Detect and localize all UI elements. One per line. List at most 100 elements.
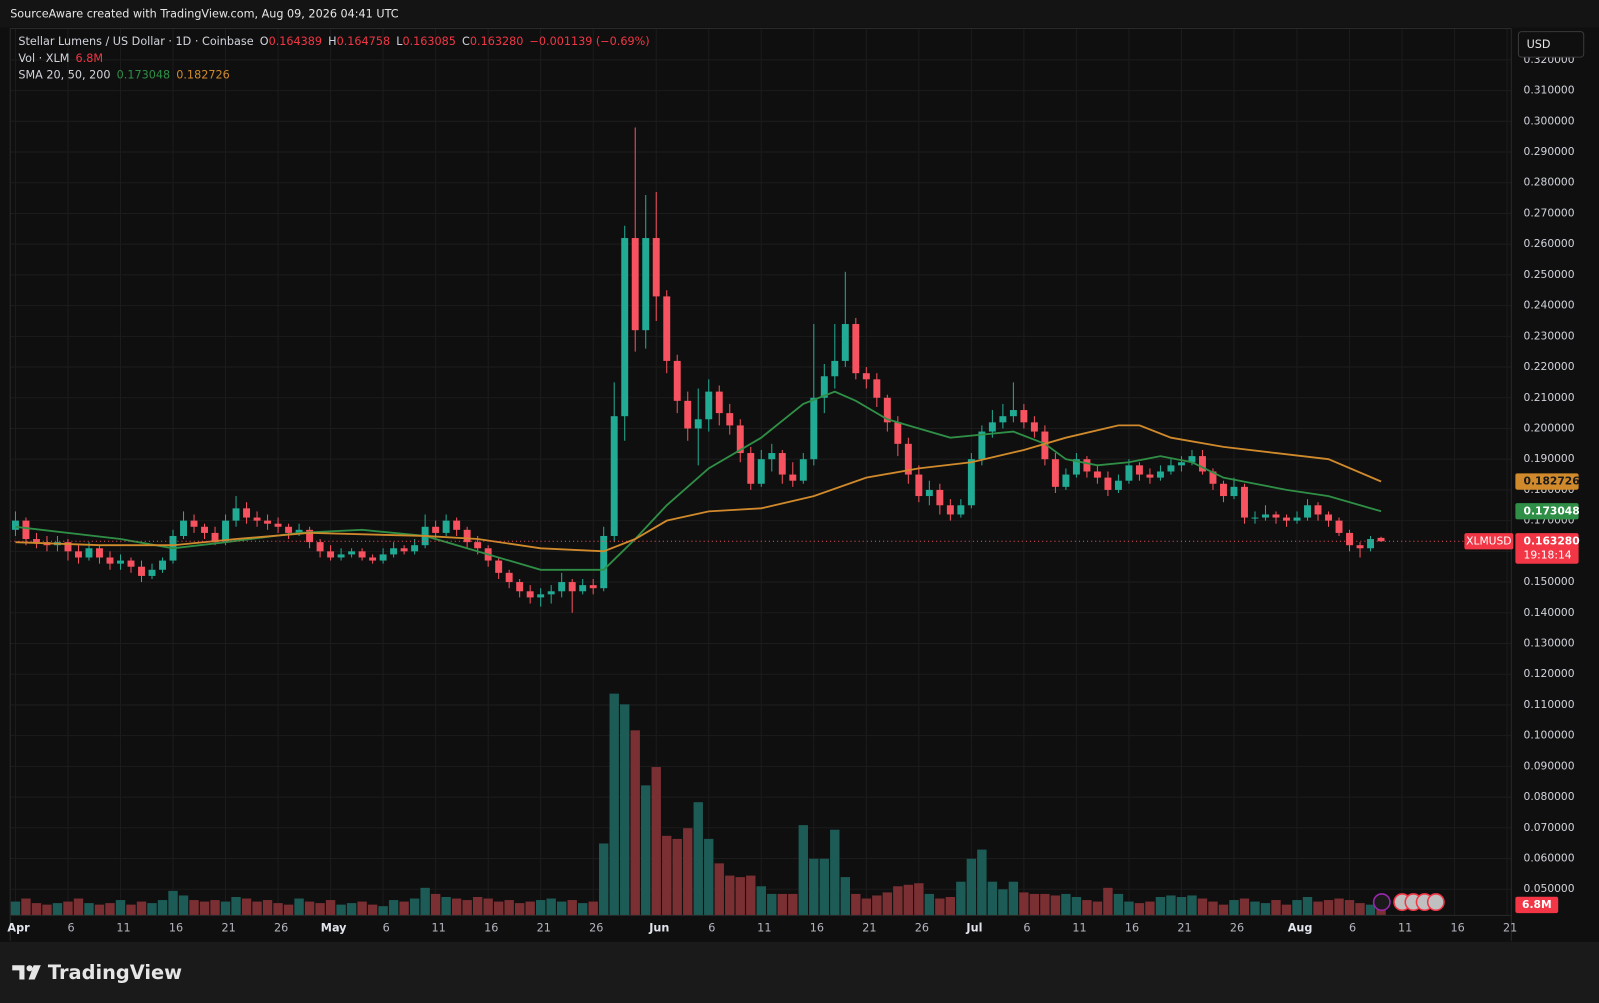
volume-bar	[241, 898, 252, 916]
volume-bar	[977, 849, 987, 916]
x-tick-label: Aug	[1288, 922, 1313, 935]
volume-bar	[609, 693, 619, 916]
x-tick-label: 21	[1503, 922, 1517, 935]
x-tick-label: 26	[274, 922, 288, 935]
volume-bar	[998, 889, 1008, 916]
logo-mark	[12, 965, 25, 980]
x-tick-label: 16	[169, 922, 183, 935]
candle-body	[1314, 505, 1322, 515]
candle-body	[831, 360, 839, 377]
volume-bar	[430, 893, 441, 916]
volume-bar	[987, 881, 998, 916]
candle-body	[400, 548, 408, 552]
volume-bar	[462, 900, 472, 916]
volume-bar	[1355, 903, 1365, 916]
x-tick-label: 11	[432, 922, 446, 935]
candle-body	[222, 520, 230, 543]
volume-bar	[882, 892, 893, 916]
ohlc-value: 0.163085	[402, 35, 455, 48]
volume-bar	[357, 901, 367, 916]
x-tick-label: 11	[1398, 922, 1412, 935]
sma-value: 0.173048	[117, 68, 170, 81]
candle-body	[841, 324, 849, 361]
volume-bar	[914, 883, 924, 916]
candle-body	[358, 551, 366, 558]
volume-bar	[189, 900, 199, 916]
y-tick-label: 0.220000	[1524, 360, 1575, 373]
volume-bar	[388, 900, 399, 916]
candle-body	[873, 379, 881, 398]
volume-bar	[1313, 901, 1323, 916]
volume-bar	[262, 900, 273, 916]
volume-bar	[872, 895, 882, 916]
y-tick-label: 0.230000	[1524, 329, 1575, 342]
logo-mark	[26, 965, 33, 972]
candle-body	[547, 591, 555, 595]
volume-bar	[157, 900, 168, 916]
candle-body	[726, 413, 734, 426]
volume-bar	[105, 903, 115, 916]
y-tick-label: 0.200000	[1524, 421, 1575, 434]
candle-body	[96, 548, 103, 558]
volume-bar	[367, 904, 378, 916]
volume-bar	[777, 893, 787, 916]
ohlc-letter: C	[462, 35, 470, 48]
candle-body	[463, 529, 471, 543]
volume-bar	[10, 901, 21, 916]
volume-bar	[84, 903, 94, 916]
sma-tag	[1515, 473, 1579, 490]
volume-title: Vol · XLM	[18, 52, 69, 65]
volume-bar	[378, 906, 388, 916]
candle-body	[883, 397, 891, 423]
volume-bar	[1124, 901, 1134, 916]
volume-bar	[115, 900, 126, 916]
x-tick-label: 6	[383, 922, 390, 935]
volume-bar	[94, 904, 105, 916]
candle-body	[1241, 486, 1248, 518]
volume-bar	[588, 901, 598, 916]
volume-bar	[147, 903, 157, 916]
candle-body	[610, 416, 618, 536]
x-tick-label: 21	[537, 922, 551, 935]
ticker-tag	[1464, 533, 1514, 550]
candle-body	[306, 529, 314, 543]
candle-body	[75, 551, 82, 558]
volume-bar	[63, 901, 73, 916]
y-tick-label: 0.120000	[1524, 667, 1575, 680]
candle-body	[1335, 520, 1343, 533]
price-tag-label: 0.163280	[1524, 534, 1580, 547]
candle-body	[295, 529, 303, 533]
volume-bar	[767, 893, 777, 916]
y-tick-label: 0.310000	[1524, 84, 1575, 97]
candle-body	[253, 517, 261, 521]
volume-pane	[10, 693, 1386, 916]
volume-bar	[1323, 900, 1334, 916]
volume-bar	[1092, 901, 1103, 916]
event-icons	[1372, 893, 1445, 912]
candle-body	[1209, 471, 1217, 484]
sma-tag	[1515, 503, 1579, 520]
volume-bar	[788, 893, 798, 916]
candle-body	[642, 238, 650, 331]
volume-bar	[1292, 900, 1302, 916]
volume-bar	[851, 893, 861, 916]
candle-body	[411, 545, 419, 552]
volume-bar	[220, 901, 231, 916]
candle-body	[64, 542, 72, 552]
candle-body	[1020, 410, 1028, 423]
candle-body	[138, 566, 145, 576]
candle-body	[285, 526, 293, 533]
y-tick-label: 0.150000	[1524, 575, 1575, 588]
volume-bar	[525, 901, 535, 916]
currency-button[interactable]	[1517, 31, 1585, 58]
candle-body	[1030, 422, 1038, 432]
candle-body	[495, 560, 503, 573]
candle-body	[1083, 459, 1091, 472]
candle-body	[526, 591, 534, 598]
x-tick-label: 21	[862, 922, 876, 935]
volume-bar	[1113, 893, 1124, 916]
candle-body	[957, 505, 965, 515]
volume-bar	[178, 895, 189, 916]
volume-bar	[903, 884, 914, 916]
